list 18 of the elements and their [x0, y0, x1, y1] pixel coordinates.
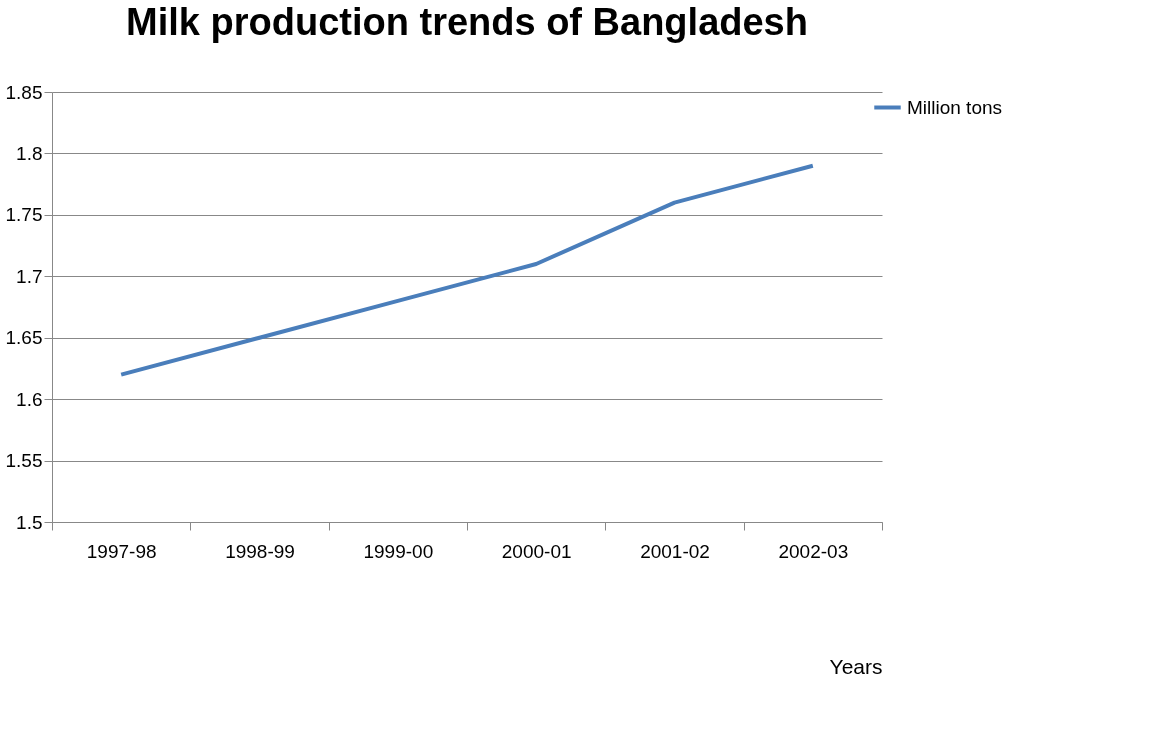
x-axis-title: Years	[829, 654, 883, 678]
x-tick-label: 1997-98	[86, 540, 157, 562]
y-tick-label: 1.8	[16, 142, 43, 164]
x-tick-label: 2001-02	[640, 540, 710, 562]
chart-title: Milk production trends of Bangladesh	[126, 1, 808, 43]
legend-label: Million tons	[907, 96, 1003, 118]
y-tick-label: 1.55	[5, 450, 43, 472]
x-tick-label: 1998-99	[225, 540, 295, 562]
y-tick-label: 1.75	[5, 204, 43, 226]
x-tick-label: 2002-03	[778, 540, 849, 562]
line-series	[119, 163, 815, 377]
y-tick-label: 1.85	[5, 81, 43, 103]
x-tick-label: 2000-01	[501, 540, 572, 562]
x-tick-label: 1999-00	[363, 540, 434, 562]
y-tick-label: 1.65	[5, 327, 43, 349]
y-tick-label: 1.6	[16, 388, 43, 410]
y-tick-label: 1.5	[16, 511, 43, 533]
y-tick-label: 1.7	[16, 265, 43, 287]
